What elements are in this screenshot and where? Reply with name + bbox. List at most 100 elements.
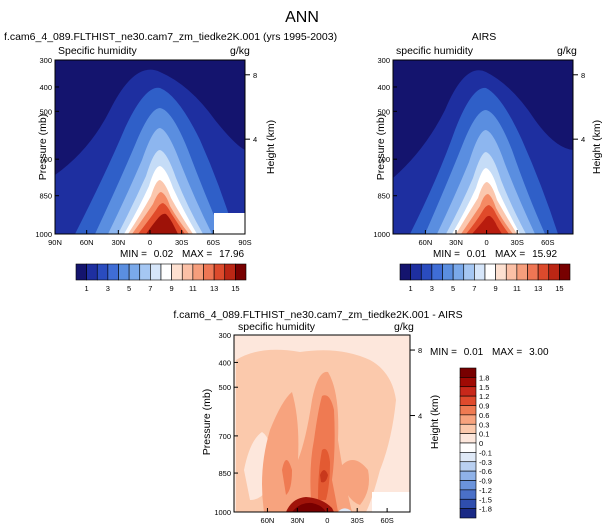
panel-diff-min-label: MIN = bbox=[430, 347, 457, 358]
x-tick-label: 60N bbox=[419, 238, 433, 247]
colorbar-tick-label: 13 bbox=[210, 284, 218, 293]
y-tick-label: 300 bbox=[218, 331, 231, 340]
colorbar-swatch bbox=[459, 452, 477, 463]
y-tick-label: 850 bbox=[218, 469, 231, 478]
panel-diff-colorbar: 1.81.51.20.90.60.30.10-0.1-0.3-0.6-0.9-1… bbox=[459, 367, 492, 519]
y-tick-label: 1000 bbox=[35, 230, 52, 239]
colorbar-swatch bbox=[459, 480, 477, 491]
x-tick-label: 60S bbox=[541, 238, 554, 247]
x-tick-label: 60S bbox=[207, 238, 220, 247]
colorbar-tick-label: -1.8 bbox=[479, 505, 492, 514]
x-tick-label: 0 bbox=[485, 238, 489, 247]
panel-diff-ylabel: Pressure (mb) bbox=[201, 389, 213, 456]
panel-obs-title: AIRS bbox=[472, 31, 497, 43]
colorbar-swatch bbox=[86, 263, 98, 281]
x-tick-label: 30N bbox=[449, 238, 463, 247]
panel-diff-x-ticks: 60N 30N 0 30S 60S bbox=[261, 508, 394, 525]
panel-diff-min-value: 0.01 bbox=[464, 347, 484, 358]
panel-model-variable: Specific humidity bbox=[58, 45, 138, 57]
y-tick-label: 500 bbox=[39, 107, 52, 116]
height-tick-label: 4 bbox=[581, 135, 585, 144]
colorbar-tick-label: 1.8 bbox=[479, 373, 489, 382]
colorbar-swatch bbox=[181, 263, 194, 281]
missing-data-region bbox=[372, 492, 410, 512]
panel-obs-frame bbox=[392, 59, 574, 235]
panel-model-min-value: 0.02 bbox=[154, 249, 174, 260]
panel-obs-x-ticks: 60N 30N 0 30S 60S bbox=[419, 230, 554, 247]
colorbar-swatch bbox=[192, 263, 204, 281]
svg-text:MIN = 0.02 MAX =: MIN = 0.02 MAX = 17.96 bbox=[120, 249, 245, 260]
colorbar-swatch bbox=[452, 263, 465, 281]
panel-obs-ylabel-right: Height (km) bbox=[591, 120, 603, 174]
colorbar-tick-label: 1 bbox=[409, 284, 413, 293]
height-tick-label: 8 bbox=[581, 71, 585, 80]
missing-data-region bbox=[214, 213, 245, 234]
panel-obs-colorbar: 1 3 5 7 9 11 13 15 bbox=[399, 263, 571, 293]
colorbar-swatch bbox=[463, 263, 475, 281]
x-tick-label: 30N bbox=[111, 238, 125, 247]
panel-obs: AIRS specific humidity g/kg Pressure (mb… bbox=[373, 31, 603, 293]
panel-diff-variable: specific humidity bbox=[238, 321, 316, 333]
x-tick-label: 90S bbox=[238, 238, 251, 247]
colorbar-swatch bbox=[171, 263, 183, 281]
y-tick-label: 1000 bbox=[214, 508, 231, 517]
panel-obs-units: g/kg bbox=[557, 45, 577, 57]
colorbar-swatch bbox=[559, 263, 571, 281]
colorbar-swatch bbox=[128, 263, 141, 281]
panel-model-title: f.cam6_4_089.FLTHIST_ne30.cam7_zm_tiedke… bbox=[4, 31, 337, 43]
panel-diff-height-ticks: 84 bbox=[410, 346, 422, 421]
contour-diff-1.8 bbox=[292, 502, 326, 512]
colorbar-tick-label: 3 bbox=[106, 284, 110, 293]
colorbar-swatch bbox=[118, 263, 130, 281]
colorbar-tick-label: -0.3 bbox=[479, 458, 492, 467]
y-tick-label: 850 bbox=[377, 192, 390, 201]
x-tick-label: 60S bbox=[380, 516, 393, 525]
colorbar-tick-label: 5 bbox=[451, 284, 455, 293]
svg-text:MIN = 0.01 MAX =: MIN = 0.01 MAX = 3.00 bbox=[430, 347, 549, 358]
colorbar-tick-label: 1.5 bbox=[479, 383, 489, 392]
colorbar-tick-label: -1.2 bbox=[479, 486, 492, 495]
colorbar-swatch bbox=[459, 405, 477, 416]
colorbar-swatch bbox=[459, 395, 477, 406]
panel-diff-max-label: MAX = bbox=[492, 347, 522, 358]
colorbar-swatch bbox=[399, 263, 411, 281]
contour-diff-0.3-right bbox=[338, 460, 369, 505]
colorbar-swatch bbox=[459, 489, 477, 500]
colorbar-tick-label: 1 bbox=[85, 284, 89, 293]
panel-model-height-ticks: 84 bbox=[245, 71, 257, 144]
panel-diff: f.cam6_4_089.FLTHIST_ne30.cam7_zm_tiedke… bbox=[173, 309, 549, 525]
panel-model-ylabel-right: Height (km) bbox=[265, 120, 277, 174]
colorbar-tick-label: 15 bbox=[231, 284, 239, 293]
colorbar-swatch bbox=[459, 386, 477, 397]
panel-obs-y-ticks: 300 400 500 700 850 1000 bbox=[373, 56, 397, 239]
panel-diff-max-value: 3.00 bbox=[529, 347, 549, 358]
colorbar-swatch bbox=[150, 263, 162, 281]
contour-diff-0.6-left bbox=[282, 460, 292, 495]
y-tick-label: 400 bbox=[218, 358, 231, 367]
panel-obs-variable: specific humidity bbox=[396, 45, 474, 57]
colorbar-swatch bbox=[96, 263, 109, 281]
colorbar-tick-label: 0.6 bbox=[479, 411, 489, 420]
panel-model-units: g/kg bbox=[230, 45, 250, 57]
panel-diff-units: g/kg bbox=[394, 321, 414, 333]
panel-diff-ylabel-right: Height (km) bbox=[429, 395, 441, 449]
colorbar-tick-label: 3 bbox=[430, 284, 434, 293]
panel-diff-y-ticks: 300 400 500 700 850 1000 bbox=[214, 331, 238, 517]
panel-obs-height-ticks: 84 bbox=[573, 71, 585, 144]
colorbar-tick-label: 0 bbox=[479, 439, 483, 448]
y-tick-label: 400 bbox=[377, 83, 390, 92]
colorbar-swatch bbox=[107, 263, 119, 281]
colorbar-tick-label: 0.1 bbox=[479, 430, 489, 439]
colorbar-swatch bbox=[139, 263, 151, 281]
colorbar-swatch bbox=[459, 442, 477, 453]
colorbar-swatch bbox=[459, 461, 477, 472]
panel-model-x-ticks: 90N 60N 30N 0 30S 60S 90S bbox=[48, 230, 252, 247]
height-tick-label: 8 bbox=[418, 346, 422, 355]
y-tick-label: 850 bbox=[39, 192, 52, 201]
panel-diff-plot bbox=[234, 335, 410, 512]
colorbar-swatch bbox=[516, 263, 528, 281]
panel-model-min-label: MIN = bbox=[120, 249, 147, 260]
y-tick-label: 700 bbox=[218, 432, 231, 441]
colorbar-tick-label: 0.9 bbox=[479, 402, 489, 411]
